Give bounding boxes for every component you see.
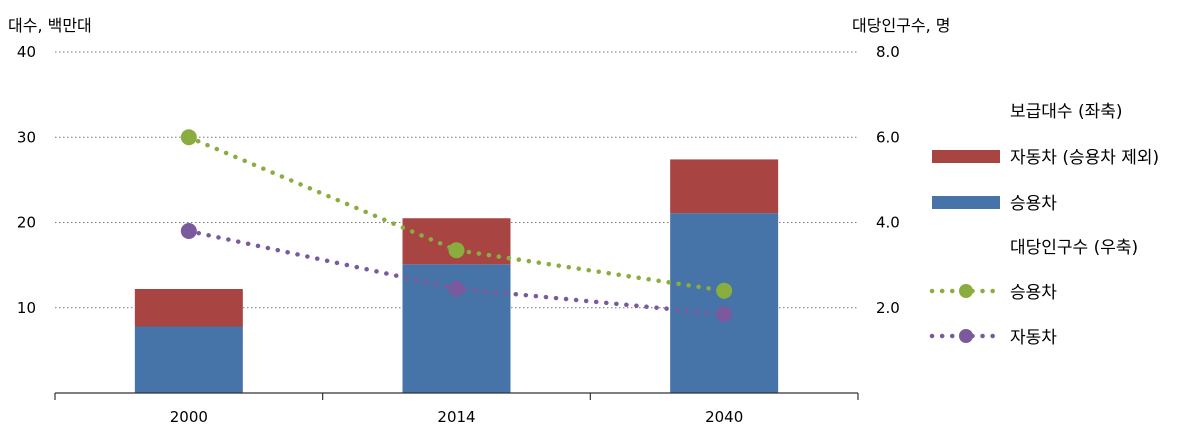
bar-car: [670, 213, 779, 393]
legend-bar-header: 보급대수 (좌축): [1010, 102, 1123, 122]
point-vehicle: [716, 306, 733, 323]
bars: [134, 159, 779, 393]
point-car: [716, 282, 733, 299]
x-tick-label: 2000: [170, 408, 208, 426]
legend-line-marker: [959, 284, 973, 298]
legend: 보급대수 (좌축) 자동차 (승용차 제외) 승용차 대당인구수 (우축) 승용…: [929, 102, 1159, 348]
legend-label-vehicle: 자동차 (승용차 제외): [1010, 148, 1159, 168]
legend-label-line-vehicle: 자동차: [1010, 328, 1057, 348]
x-tick-label: 2014: [437, 408, 475, 426]
right-tick-label: 8.0: [876, 43, 900, 61]
line-series: [180, 129, 733, 323]
legend-swatch-vehicle: [932, 150, 1000, 163]
right-tick-labels: 2.0 4.0 6.0 8.0: [876, 43, 900, 317]
right-axis-title: 대당인구수, 명: [852, 16, 951, 35]
left-tick-label: 30: [17, 128, 36, 146]
legend-line-header: 대당인구수 (우축): [1010, 238, 1138, 258]
x-tick-label: 2040: [705, 408, 743, 426]
left-tick-labels: 10 20 30 40: [17, 43, 36, 317]
point-car: [180, 129, 197, 146]
left-tick-label: 40: [17, 43, 36, 61]
point-vehicle: [448, 280, 465, 297]
legend-swatch-car: [932, 196, 1000, 209]
bar-car: [134, 326, 243, 393]
left-tick-label: 10: [17, 299, 36, 317]
legend-line-marker: [959, 329, 973, 343]
left-axis-title: 대수, 백만대: [8, 16, 92, 35]
legend-line-car: [929, 284, 1003, 298]
bar-vehicle-excl-car: [134, 288, 243, 327]
point-vehicle: [180, 223, 197, 240]
right-tick-label: 2.0: [876, 299, 900, 317]
legend-label-line-car: 승용차: [1010, 283, 1057, 303]
right-tick-label: 4.0: [876, 214, 900, 232]
bar-vehicle-excl-car: [670, 159, 779, 214]
right-tick-label: 6.0: [876, 128, 900, 146]
legend-label-car: 승용차: [1010, 194, 1057, 214]
point-car: [448, 242, 465, 259]
legend-line-vehicle: [929, 329, 1003, 343]
x-axis: 2000 2014 2040: [54, 392, 859, 426]
left-tick-label: 20: [17, 214, 36, 232]
